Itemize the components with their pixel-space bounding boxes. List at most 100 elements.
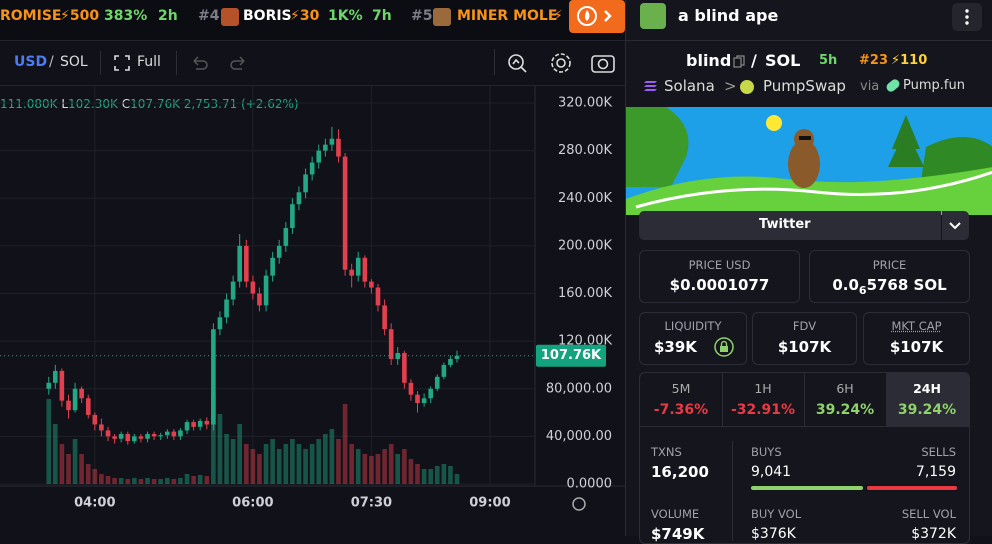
timeframe-tab[interactable]: 5M -7.36%: [640, 373, 723, 426]
card-label: LIQUIDITY: [640, 319, 746, 333]
trending-button[interactable]: [569, 0, 625, 33]
volume-bar: [158, 479, 163, 484]
volume-label: VOLUME: [651, 507, 699, 521]
volume-bar: [284, 444, 289, 484]
candle-body: [257, 294, 262, 306]
pair-boost: ⚡110: [891, 53, 927, 68]
tab-change: 39.24%: [886, 402, 968, 418]
via: via: [860, 79, 879, 94]
volume-bar: [442, 464, 447, 484]
sells-label: SELLS: [921, 445, 956, 459]
candle-body: [251, 282, 256, 294]
y-tick-label: 200.00K: [558, 238, 612, 253]
volume-bar: [316, 439, 321, 484]
volume-bar: [435, 466, 440, 484]
chain-icon: [644, 80, 658, 92]
volume-bar: [244, 444, 249, 484]
candle-body: [448, 359, 453, 365]
ticker-rank: #4: [198, 8, 219, 24]
candle-body: [139, 436, 144, 438]
candle-body: [231, 282, 236, 300]
candle-body: [99, 424, 104, 430]
links-dropdown[interactable]: [942, 211, 969, 240]
timeframe-tab[interactable]: 24H 39.24%: [886, 373, 969, 426]
volume-bar: [336, 439, 341, 484]
undo-redo[interactable]: [190, 55, 250, 71]
ticker-boost: ⚡500: [60, 8, 99, 24]
volume-bar: [191, 476, 196, 484]
candle-body: [316, 151, 321, 163]
candle-body: [158, 435, 163, 436]
candle-body: [224, 299, 229, 317]
candle-body: [178, 430, 183, 436]
txns-label: TXNS: [651, 445, 682, 459]
volume-bar: [310, 444, 315, 484]
candle-body: [442, 365, 447, 377]
pair-panel: a blind ape blind / SOL 5h #23 ⚡110 Sola…: [625, 0, 992, 536]
candle-body: [415, 395, 420, 403]
candle-body: [145, 434, 150, 439]
candle-body: [382, 305, 387, 329]
candle-body: [402, 353, 407, 383]
volume-bar: [205, 476, 210, 484]
ticker-name[interactable]: BORIS: [243, 8, 292, 24]
chart-tools[interactable]: [507, 51, 617, 75]
volume-bar: [145, 478, 150, 484]
twitter-button[interactable]: Twitter: [639, 211, 941, 240]
fullscreen-icon[interactable]: [114, 55, 130, 71]
candle-body: [46, 383, 51, 389]
txns-value: 16,200: [651, 463, 709, 481]
pair-rank: #23: [859, 53, 888, 68]
fullscreen-label[interactable]: Full: [137, 54, 161, 70]
currency-separator: /: [49, 54, 54, 70]
ticker-name[interactable]: ROMISE: [0, 8, 61, 24]
volume-bar: [455, 474, 460, 484]
ticker-bar: ROMISE ⚡500 383% 2h #4 BORIS ⚡30 1K% 7h …: [0, 0, 625, 41]
volume-bar: [349, 444, 354, 484]
divider: [494, 49, 495, 75]
volume-bar: [448, 466, 453, 484]
volume-bar: [264, 444, 269, 484]
copy-icon[interactable]: [733, 55, 745, 68]
chain[interactable]: Solana: [664, 77, 715, 95]
y-tick-label: 160.00K: [558, 286, 612, 301]
tab-label: 6H: [804, 381, 886, 396]
timeframe-tab[interactable]: 1H -32.91%: [722, 373, 805, 426]
candle-body: [303, 174, 308, 192]
volume-bar: [66, 454, 71, 484]
candle-body: [152, 434, 157, 436]
y-tick-label: 280.00K: [558, 143, 612, 158]
y-tick-label: 240.00K: [558, 191, 612, 206]
volume-bar: [165, 478, 170, 484]
price-zeros: 6: [859, 284, 867, 297]
timeframe-tab[interactable]: 6H 39.24%: [804, 373, 887, 426]
candle-body: [106, 430, 111, 436]
ticker-name[interactable]: MINER MOLE: [457, 8, 557, 24]
price-card: PRICE 0.065768 SOL: [809, 250, 970, 303]
volume-bar: [46, 399, 51, 484]
volume-bar: [330, 429, 335, 484]
candle-body: [198, 421, 203, 427]
ticker-rank: #5: [411, 8, 432, 24]
candle-body: [343, 157, 348, 270]
candle-body: [165, 432, 170, 436]
sell-vol-value: $372K: [911, 526, 956, 542]
candle-body: [60, 371, 65, 401]
launchpad[interactable]: Pump.fun: [903, 78, 965, 93]
volume-bar: [303, 449, 308, 484]
candle-body: [211, 329, 216, 424]
y-tick-label: 80,000.00: [546, 381, 612, 396]
menu-button[interactable]: [952, 3, 982, 31]
candle-body: [284, 228, 289, 246]
currency-sol[interactable]: SOL: [60, 54, 88, 70]
settings-icon[interactable]: [573, 498, 585, 510]
tab-label: 24H: [886, 381, 968, 396]
currency-usd[interactable]: USD: [14, 54, 47, 70]
volume-bar: [382, 449, 387, 484]
ticker-avatar: [433, 8, 451, 26]
tab-label: 5M: [640, 381, 722, 396]
volume-bar: [323, 434, 328, 484]
mcap-card: MKT CAP $107K: [863, 312, 970, 365]
dex[interactable]: PumpSwap: [763, 77, 846, 95]
